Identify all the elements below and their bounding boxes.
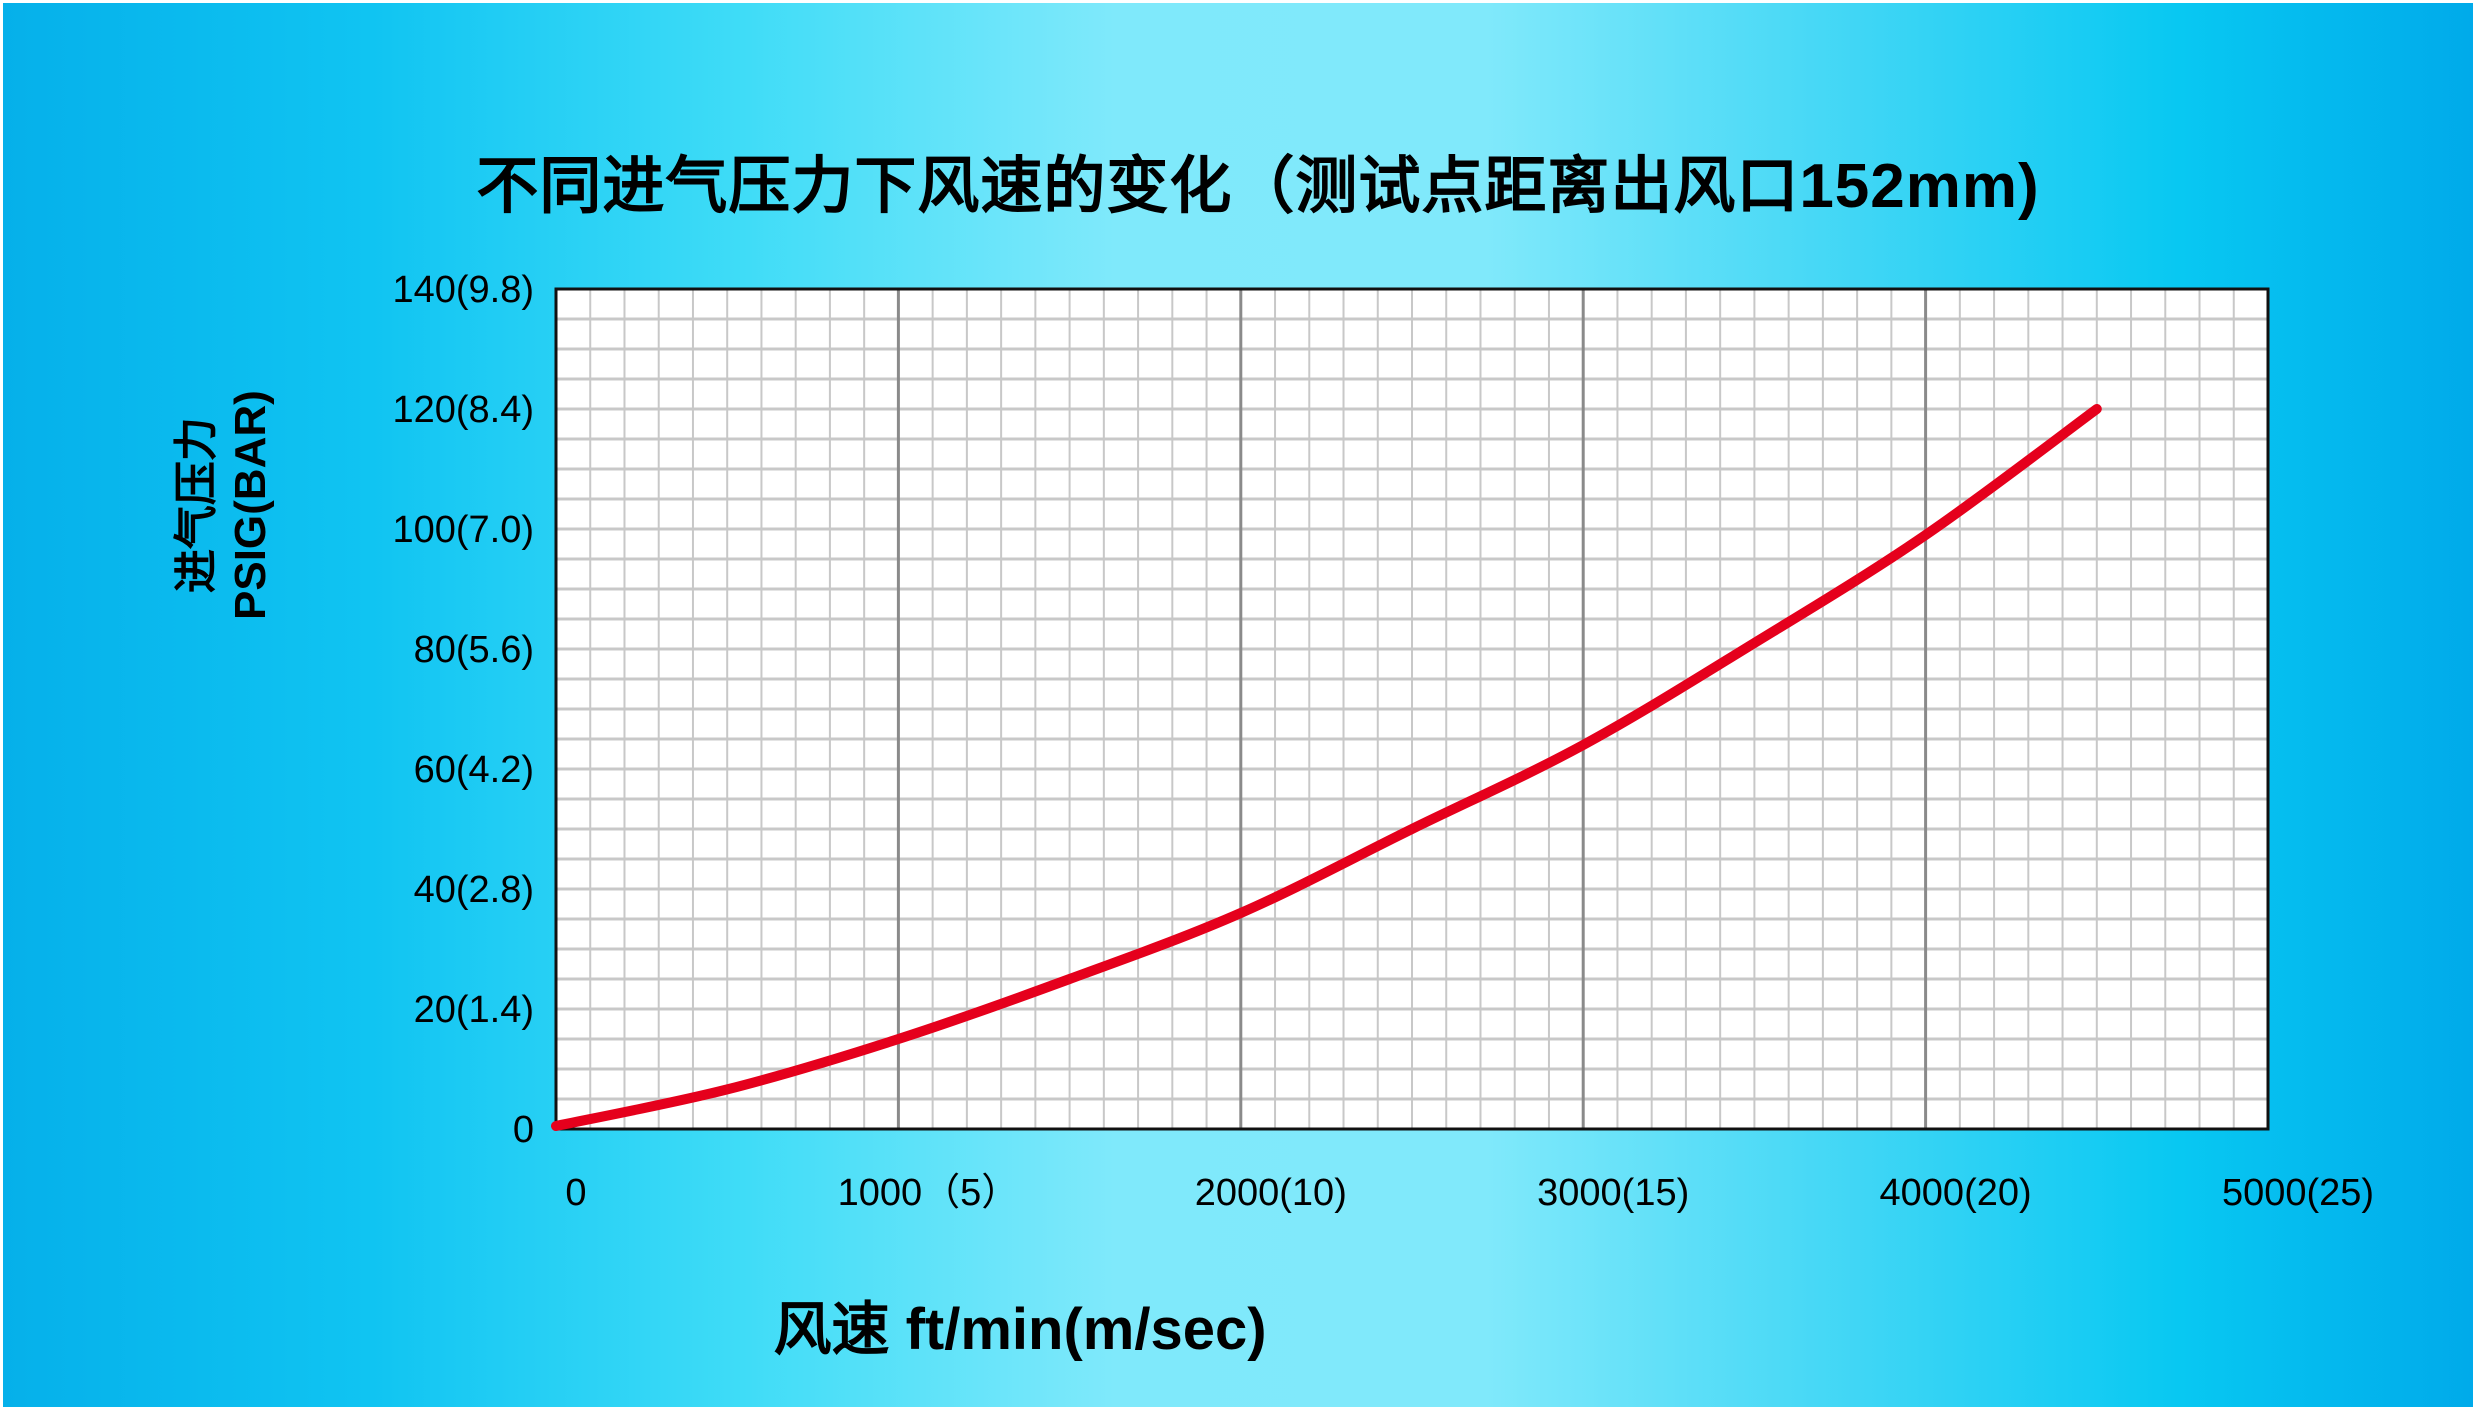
x-axis-label: 风速 ft/min(m/sec)	[773, 1297, 1267, 1362]
series	[551, 404, 2102, 1131]
y-axis-label-line1: 进气压力	[172, 417, 221, 594]
x-tick-label: 1000（5）	[838, 1172, 1020, 1214]
y-tick-label: 140(9.8)	[392, 269, 534, 311]
x-tick-label: 5000(25)	[2222, 1172, 2374, 1214]
y-tick-label: 120(8.4)	[392, 389, 534, 431]
y-tick-label: 60(4.2)	[414, 749, 534, 791]
y-axis-label: 进气压力 PSIG(BAR)	[170, 390, 278, 620]
x-tick-label: 0	[565, 1172, 586, 1214]
chart-title: 不同进气压力下风速的变化（测试点距离出风口152mm)	[476, 152, 2040, 221]
y-tick-label: 100(7.0)	[392, 509, 534, 551]
y-axis-label-line2: PSIG(BAR)	[226, 390, 275, 620]
x-tick-label: 3000(15)	[1537, 1172, 1689, 1214]
y-tick-label: 0	[513, 1109, 534, 1151]
y-tick-label: 20(1.4)	[414, 989, 534, 1031]
y-tick-label: 80(5.6)	[414, 629, 534, 671]
plot-border	[554, 287, 2270, 1131]
x-tick-label: 4000(20)	[1880, 1172, 2032, 1214]
series-line	[551, 404, 2102, 1131]
tick-labels: 0 20(1.4) 40(2.8) 60(4.2) 80(5.6) 100(7.0) 120…	[392, 269, 2374, 1214]
grid	[554, 287, 2270, 1131]
y-tick-label: 40(2.8)	[414, 869, 534, 911]
x-tick-label: 2000(10)	[1195, 1172, 1347, 1214]
